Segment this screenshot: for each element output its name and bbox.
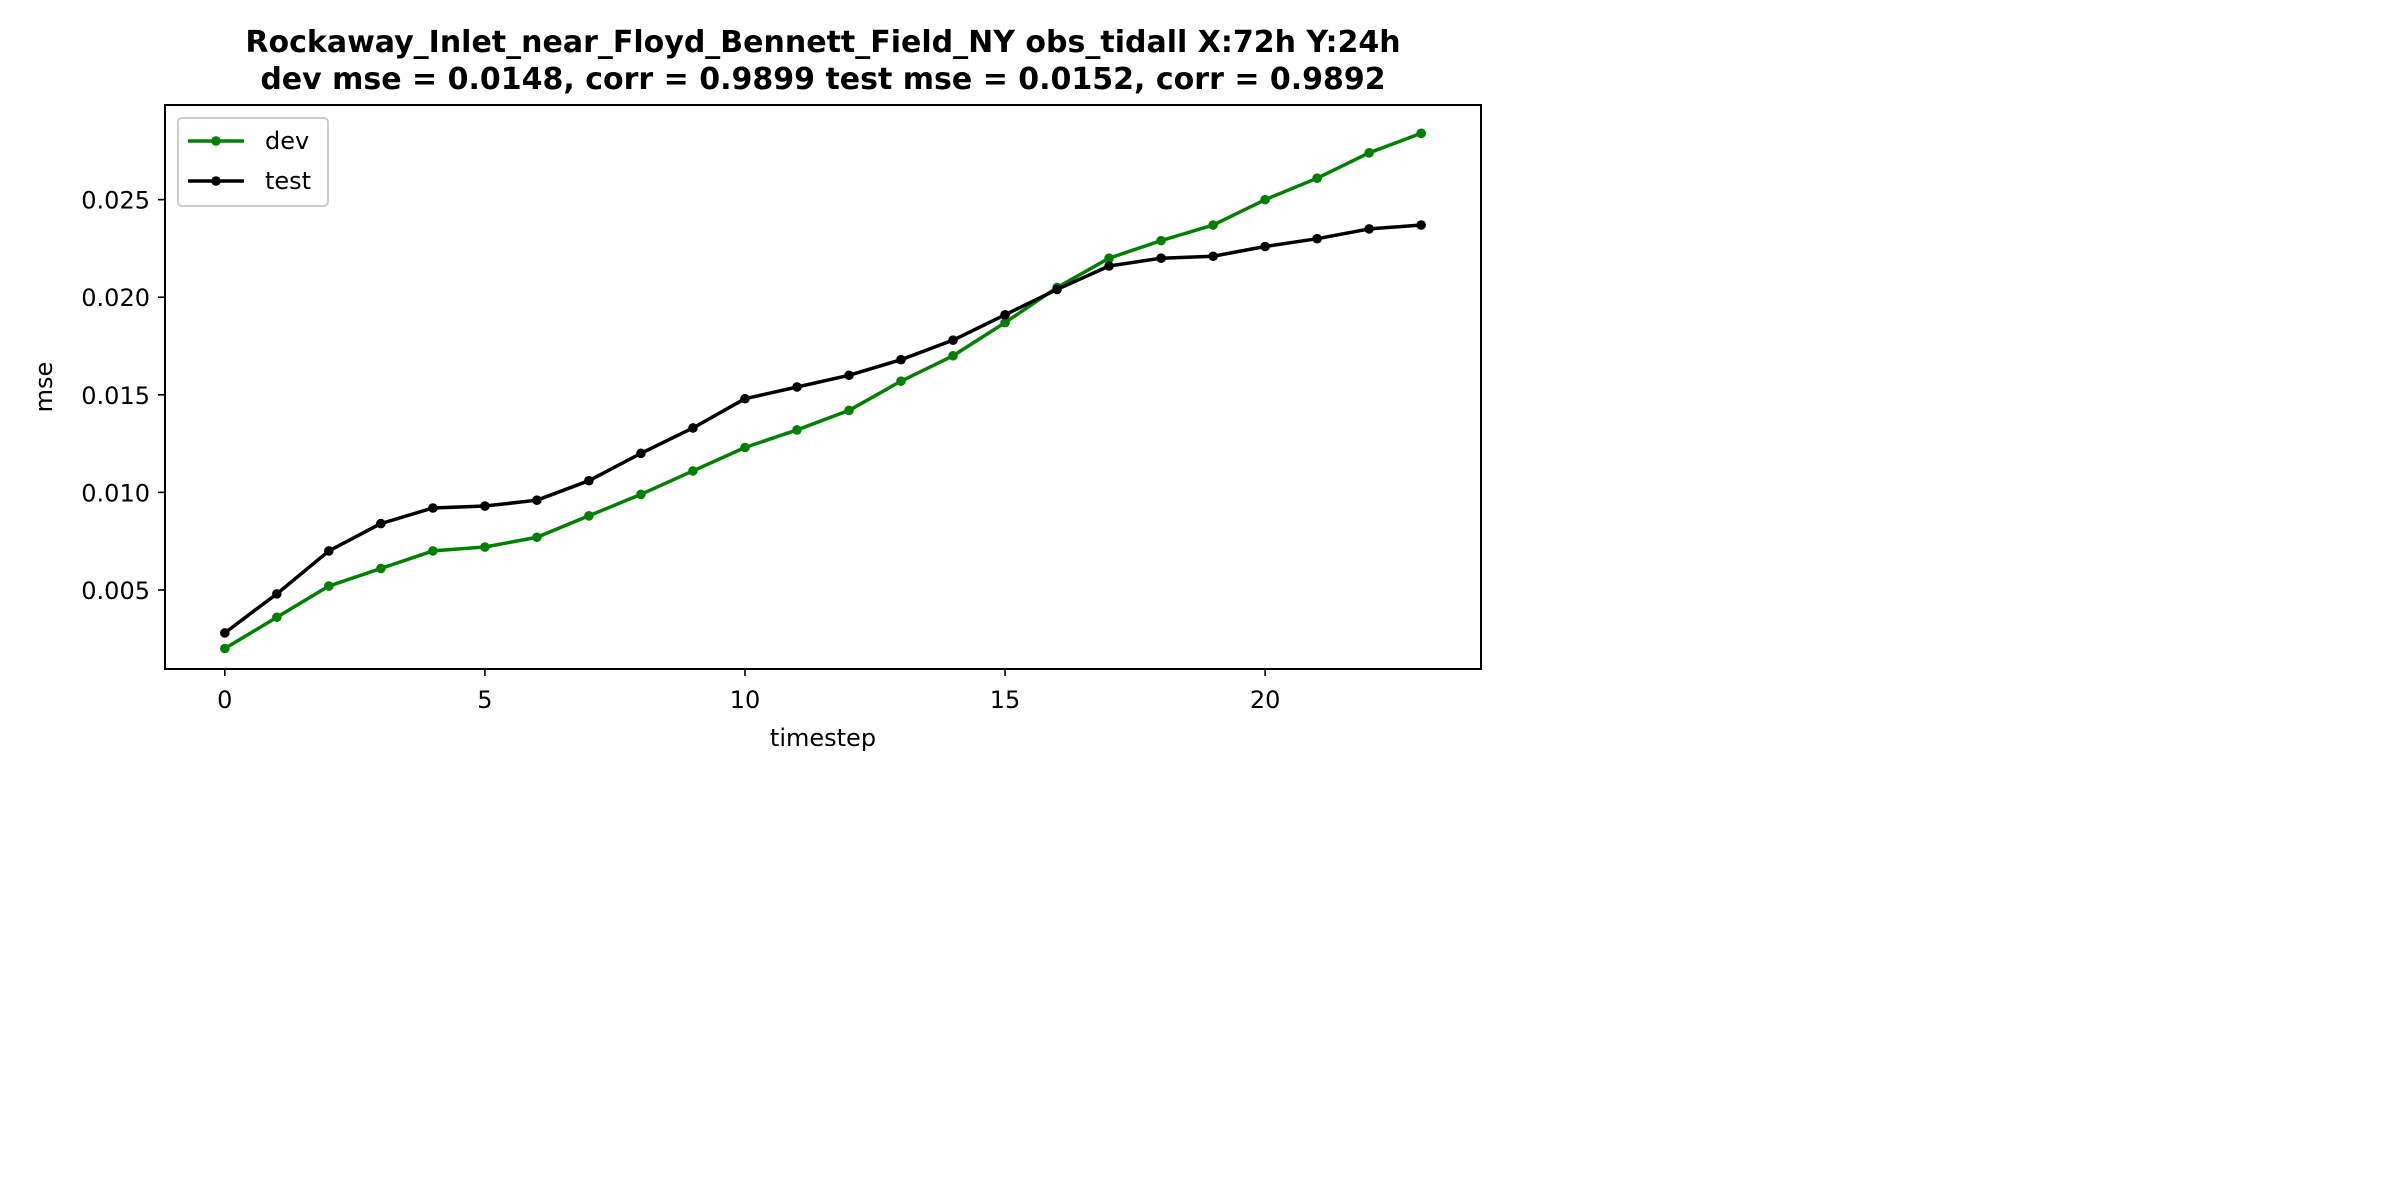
data-point-dev <box>1260 194 1270 205</box>
x-tick-label: 15 <box>990 686 1021 714</box>
data-point-dev <box>532 532 542 543</box>
legend-marker-dev <box>211 136 221 146</box>
y-tick-label: 0.020 <box>81 284 150 312</box>
data-point-dev <box>1364 148 1374 158</box>
data-point-dev <box>636 489 646 500</box>
data-point-dev <box>324 581 334 591</box>
data-point-test <box>480 501 490 511</box>
data-point-dev <box>1416 128 1426 139</box>
data-point-test <box>1156 253 1166 263</box>
series-line-dev <box>223 131 1422 651</box>
x-axis-label: timestep <box>770 724 876 752</box>
data-point-dev <box>688 466 698 476</box>
data-point-test <box>428 503 438 513</box>
chart-figure: Rockaway_Inlet_near_Floyd_Bennett_Field_… <box>0 0 1552 776</box>
data-point-test <box>740 393 750 404</box>
data-point-dev <box>1000 317 1010 328</box>
data-point-test <box>844 370 854 381</box>
data-point-test <box>1208 251 1218 262</box>
legend-marker-test <box>211 176 221 186</box>
y-tick-label: 0.010 <box>81 479 150 507</box>
plot-frame <box>164 104 1482 670</box>
data-point-test <box>1000 309 1010 320</box>
series-line-test <box>223 223 1422 635</box>
chart-subtitle: dev mse = 0.0148, corr = 0.9899 test mse… <box>260 62 1385 97</box>
y-axis: 0.005 0.010 0.015 0.020 0.025 <box>81 187 165 605</box>
data-point-dev <box>1104 253 1114 263</box>
data-point-test <box>792 382 802 392</box>
data-point-test <box>688 423 698 433</box>
data-point-test <box>1312 233 1322 244</box>
data-point-test <box>324 546 334 556</box>
series-layer <box>220 128 1426 654</box>
data-point-dev <box>1312 173 1322 183</box>
data-point-test <box>532 495 542 505</box>
data-point-dev <box>844 405 854 416</box>
x-tick-label: 10 <box>730 686 761 714</box>
x-tick-label: 0 <box>217 686 232 714</box>
data-point-test <box>220 628 230 638</box>
data-point-test <box>1364 224 1374 234</box>
data-point-dev <box>376 563 386 574</box>
legend: dev test <box>177 117 329 207</box>
data-point-test <box>948 335 958 345</box>
data-point-dev <box>220 643 230 654</box>
x-tick-label: 5 <box>477 686 492 714</box>
data-point-dev <box>1208 220 1218 230</box>
data-point-test <box>1052 284 1062 295</box>
data-point-dev <box>428 546 438 556</box>
data-point-test <box>1416 220 1426 230</box>
data-point-test <box>896 354 906 365</box>
chart-title: Rockaway_Inlet_near_Floyd_Bennett_Field_… <box>245 25 1400 60</box>
y-axis-label: mse <box>30 362 58 413</box>
data-point-test <box>584 475 594 486</box>
legend-label-dev: dev <box>265 127 309 155</box>
data-point-dev <box>480 542 490 552</box>
data-point-test <box>376 518 386 529</box>
series-test <box>220 220 1426 638</box>
data-point-dev <box>1156 235 1166 246</box>
data-point-test <box>636 448 646 459</box>
x-tick-label: 20 <box>1250 686 1281 714</box>
y-tick-label: 0.005 <box>81 577 150 605</box>
data-point-dev <box>740 442 750 453</box>
data-point-dev <box>896 376 906 386</box>
line-chart: Rockaway_Inlet_near_Floyd_Bennett_Field_… <box>30 25 1482 752</box>
data-point-test <box>1260 241 1270 252</box>
y-tick-label: 0.025 <box>81 187 150 215</box>
data-point-dev <box>948 350 958 361</box>
y-tick-label: 0.015 <box>81 382 150 410</box>
data-point-dev <box>584 511 594 521</box>
data-point-dev <box>792 425 802 435</box>
data-point-test <box>1104 261 1114 271</box>
data-point-test <box>272 589 282 599</box>
data-point-dev <box>272 612 282 623</box>
x-axis: 0 5 10 15 20 <box>217 669 1280 714</box>
legend-label-test: test <box>265 167 311 195</box>
